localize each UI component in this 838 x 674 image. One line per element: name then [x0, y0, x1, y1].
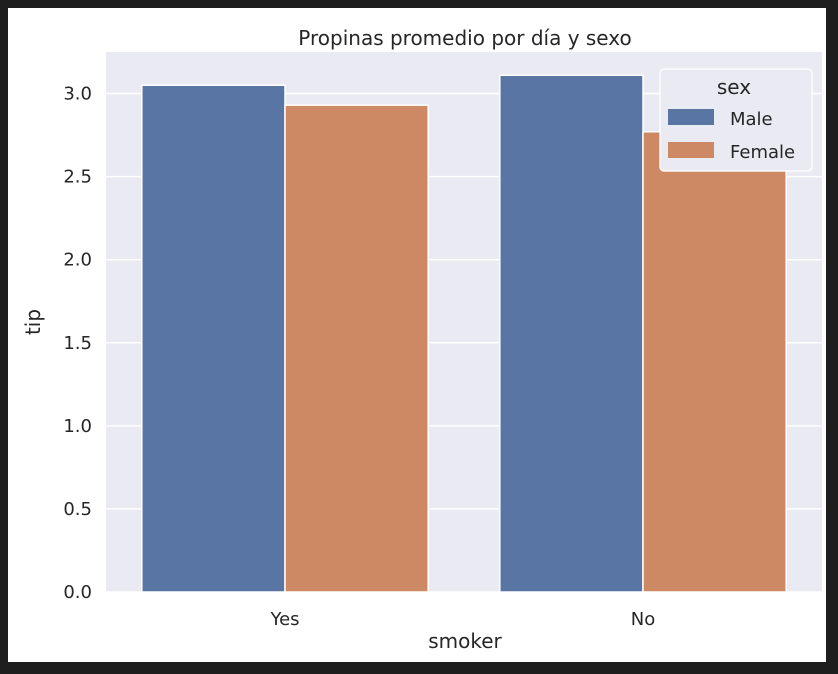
y-tick-label: 0.0 — [63, 582, 92, 603]
legend-title: sex — [717, 75, 751, 99]
legend-swatch-female — [668, 142, 714, 158]
y-tick-label: 3.0 — [63, 84, 92, 105]
bar-male-no — [499, 74, 644, 593]
x-axis-label: smoker — [428, 629, 502, 653]
legend: sex Male Female — [659, 68, 813, 172]
y-tick-label: 1.0 — [63, 416, 92, 437]
bar-male-yes — [141, 84, 286, 593]
y-tick-label: 1.5 — [63, 333, 92, 354]
bars — [141, 74, 787, 593]
y-tick-label: 2.0 — [63, 250, 92, 271]
legend-label-male: Male — [730, 109, 773, 130]
chart-title: Propinas promedio por día y sexo — [298, 26, 631, 50]
legend-swatch-male — [668, 109, 714, 125]
bar-chart: 0.0 0.5 1.0 1.5 2.0 2.5 3.0 Yes No Propinas pro… — [21, 26, 822, 653]
y-tick-label: 0.5 — [63, 499, 92, 520]
x-tick-label: No — [631, 609, 655, 630]
x-tick-label: Yes — [269, 609, 299, 630]
y-axis-label: tip — [21, 309, 45, 335]
bar-female-yes — [284, 104, 429, 593]
y-tick-labels: 0.0 0.5 1.0 1.5 2.0 2.5 3.0 — [63, 84, 92, 603]
legend-label-female: Female — [730, 142, 795, 163]
x-tick-labels: Yes No — [269, 609, 655, 630]
y-tick-label: 2.5 — [63, 167, 92, 188]
bar-female-no — [642, 131, 787, 593]
figure: 0.0 0.5 1.0 1.5 2.0 2.5 3.0 Yes No Propinas pro… — [8, 8, 826, 662]
